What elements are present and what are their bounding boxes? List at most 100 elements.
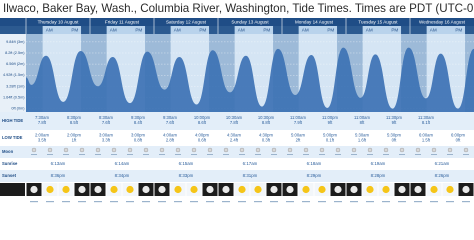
ampm-label: AM: [366, 28, 373, 33]
moon-icon: [47, 147, 53, 153]
temp-stub: [46, 201, 54, 203]
tide-time: 9:30pm: [131, 115, 145, 120]
ampm-label: PM: [391, 28, 398, 33]
sunrise-time: 6:21am: [435, 161, 450, 166]
tide-height: 2.4ft: [230, 138, 239, 143]
tide-time: 11:00am: [354, 115, 370, 120]
day-cell: [42, 26, 82, 34]
moon-text-stub: [223, 154, 229, 155]
temp-stub: [94, 201, 102, 203]
moon-icon: [239, 147, 245, 153]
temp-stub: [302, 201, 310, 203]
weather-icon: [238, 185, 246, 194]
weather-icon: [446, 185, 454, 194]
page-title: Ilwaco, Baker Bay, Wash., Columbia River…: [3, 2, 474, 15]
day-cell: [170, 26, 210, 34]
y-tick-label: 8.2ft (2.5m): [5, 51, 25, 55]
day-label: Sunday 13 August: [231, 20, 269, 25]
ampm-label: AM: [430, 28, 437, 33]
weather-icon: [30, 185, 38, 194]
sunset-time: 8:29pm: [307, 173, 322, 178]
y-tick-label: 6.56ft (2m): [6, 62, 25, 66]
tide-time: 5:00am: [291, 133, 305, 138]
tide-height: 0ft: [392, 138, 397, 143]
temp-stub: [334, 201, 342, 203]
weather-icon: [430, 185, 438, 194]
weather-left-cell: [0, 183, 25, 196]
temp-stub: [142, 201, 150, 203]
day-header-bar: [0, 18, 474, 26]
sunset-time: 8:28pm: [371, 173, 386, 178]
row-label: HIGH TIDE: [2, 118, 23, 123]
tide-time: 8:30pm: [67, 115, 81, 120]
tide-time: 6:00am: [419, 133, 433, 138]
weather-icon: [286, 185, 294, 194]
weather-icon: [254, 185, 262, 194]
moon-icon: [175, 147, 181, 153]
temp-stub: [446, 201, 454, 203]
moon-icon: [447, 147, 453, 153]
tide-time: 3:00pm: [131, 133, 145, 138]
tide-height: 8ft: [360, 120, 365, 125]
temp-stub: [350, 201, 358, 203]
moon-text-stub: [207, 154, 213, 155]
moon-icon: [287, 147, 293, 153]
row-bg: [0, 158, 474, 170]
moon-icon: [383, 147, 389, 153]
tide-height: 8.6ft: [198, 120, 207, 125]
tide-height: 9ft: [392, 120, 397, 125]
moon-text-stub: [255, 154, 261, 155]
tide-height: 0ft: [456, 138, 461, 143]
tide-time: 4:00am: [163, 133, 177, 138]
tide-time: 9:30am: [163, 115, 177, 120]
moon-icon: [415, 147, 421, 153]
tide-time: 11:30am: [418, 115, 434, 120]
day-label: Wednesday 16 August: [419, 20, 466, 25]
moon-icon: [351, 147, 357, 153]
day-label: Tuesday 15 August: [358, 20, 398, 25]
weather-icon: [334, 185, 342, 194]
row-bg: [0, 146, 474, 158]
row-label: Moon: [2, 149, 14, 154]
row-bg: [0, 112, 474, 130]
tide-height: 3.3ft: [102, 138, 111, 143]
tide-height: 3.5ft: [38, 138, 47, 143]
tide-time: 4:00pm: [195, 133, 209, 138]
weather-icon: [414, 185, 422, 194]
moon-icon: [431, 147, 437, 153]
temp-stub: [174, 201, 182, 203]
tide-height: 8.8ft: [262, 120, 271, 125]
sunset-time: 8:31pm: [243, 173, 258, 178]
day-label: Saturday 12 August: [166, 20, 207, 25]
ampm-label: AM: [302, 28, 309, 33]
tide-time: 5:00pm: [323, 133, 337, 138]
tide-height: 2.8ft: [166, 138, 175, 143]
day-cell: [298, 26, 338, 34]
sunrise-time: 6:14am: [115, 161, 130, 166]
y-tick-label: 0ft (0m): [11, 107, 25, 111]
moon-icon: [191, 147, 197, 153]
temp-stub: [382, 201, 390, 203]
moon-text-stub: [335, 154, 341, 155]
sunset-time: 8:26pm: [435, 173, 450, 178]
weather-icon: [350, 185, 358, 194]
weather-icon: [222, 185, 230, 194]
moon-text-stub: [351, 154, 357, 155]
tide-area: [26, 47, 474, 112]
axis-panel: [0, 34, 26, 112]
moon-text-stub: [303, 154, 309, 155]
y-tick-label: 9.84ft (3m): [6, 40, 25, 44]
weather-icon: [126, 185, 134, 194]
tide-time: 4:30am: [227, 133, 241, 138]
weather-icon: [110, 185, 118, 194]
row-label: LOW TIDE: [2, 135, 23, 140]
weather-icon: [142, 185, 150, 194]
weather-icon: [206, 185, 214, 194]
moon-text-stub: [31, 154, 37, 155]
temp-stub: [190, 201, 198, 203]
temp-stub: [222, 201, 230, 203]
tide-height: 7.8ft: [38, 120, 47, 125]
moon-icon: [95, 147, 101, 153]
moon-text-stub: [447, 154, 453, 155]
tide-time: 2:00am: [35, 133, 49, 138]
